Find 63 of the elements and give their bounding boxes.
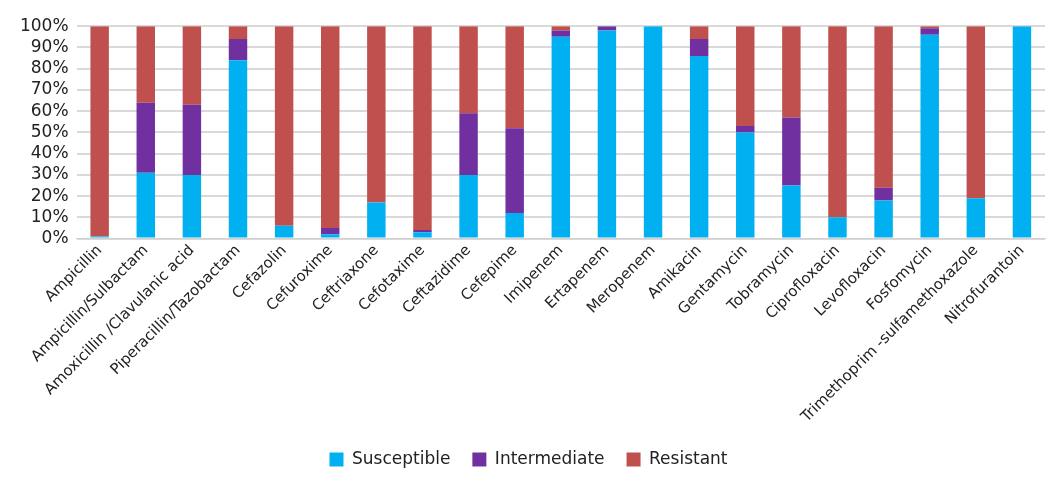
bar (505, 128, 524, 214)
bar (828, 217, 847, 238)
bar (643, 26, 663, 238)
bar (367, 202, 386, 238)
bar (459, 113, 478, 175)
y-tick-label: 0% (41, 227, 69, 248)
legend-label: Resistant (649, 447, 728, 468)
y-tick-label: 80% (30, 57, 69, 78)
bar (136, 102, 155, 173)
bar (736, 132, 755, 238)
bar (505, 213, 524, 238)
bar (182, 26, 202, 105)
y-tick-label: 50% (30, 120, 69, 141)
y-tick-label: 70% (30, 78, 69, 99)
bar (782, 117, 801, 186)
bar (874, 200, 893, 238)
bar (736, 26, 755, 127)
bar (228, 26, 248, 39)
bar (459, 26, 478, 114)
y-tick-label: 10% (30, 205, 69, 226)
bar (551, 30, 571, 37)
legend-label: Susceptible (351, 447, 451, 468)
y-tick-label: 30% (30, 163, 69, 184)
bar (182, 104, 202, 175)
bar (321, 227, 340, 235)
bar (413, 26, 432, 231)
bar (551, 36, 571, 238)
bar (689, 55, 709, 238)
bar (459, 174, 478, 238)
bar (321, 26, 340, 228)
bar (413, 232, 432, 238)
bar (782, 26, 801, 118)
bar (136, 26, 155, 103)
bar (782, 185, 801, 238)
y-tick-label: 20% (30, 184, 69, 205)
bar (413, 230, 432, 233)
bar (274, 26, 294, 226)
bar (874, 26, 893, 188)
y-tick-label: 90% (30, 35, 69, 56)
bar (228, 60, 248, 238)
bar (182, 174, 202, 238)
bar (920, 34, 939, 238)
y-tick-label: 40% (30, 142, 69, 163)
legend-label: Intermediate (494, 447, 605, 468)
bar (1012, 26, 1032, 238)
bar (736, 126, 755, 133)
bar (597, 30, 617, 238)
bar (90, 26, 109, 237)
y-tick-label: 100% (19, 14, 69, 35)
bar (966, 26, 986, 199)
bar (966, 198, 986, 238)
bar (367, 26, 386, 203)
bar (228, 38, 248, 61)
bar (828, 26, 847, 218)
bar (689, 26, 709, 39)
bar (689, 38, 709, 56)
bar (874, 187, 893, 201)
bar (136, 172, 155, 238)
bar (321, 234, 340, 238)
bar (274, 225, 294, 238)
y-tick-label: 60% (30, 99, 69, 120)
bar (505, 26, 524, 129)
bar (920, 28, 939, 35)
